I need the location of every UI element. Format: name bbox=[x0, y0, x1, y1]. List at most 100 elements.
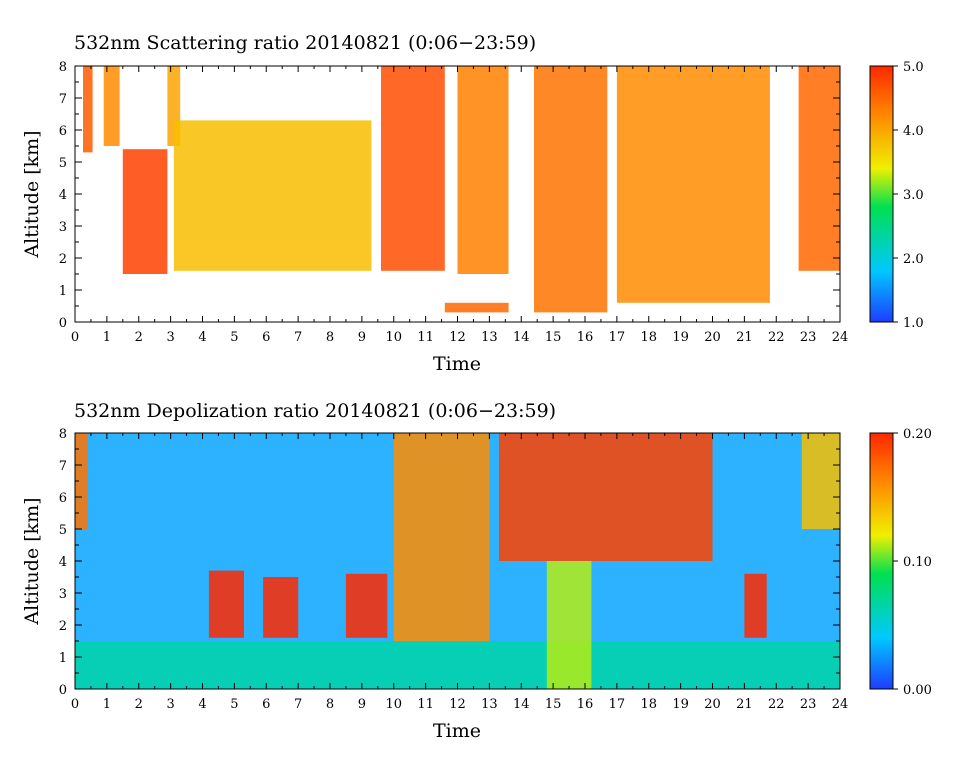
depolarization-ratio-panel: 532nm Depolization ratio 20140821 (0:06−… bbox=[21, 400, 932, 742]
heatmap-cell bbox=[534, 66, 608, 313]
x-tick-label: 17 bbox=[609, 330, 626, 345]
x-tick-label: 19 bbox=[672, 697, 689, 712]
colorbar-ticks: 0.00 0.10 0.20 bbox=[893, 427, 932, 698]
y-tick-label: 5 bbox=[59, 523, 67, 538]
heatmap-cell bbox=[744, 573, 767, 638]
scattering-ratio-panel: 532nm Scattering ratio 20140821 (0:06−23… bbox=[21, 32, 924, 375]
y-tick-label: 5 bbox=[59, 156, 67, 171]
heatmap-cell bbox=[381, 66, 445, 271]
x-tick-label: 18 bbox=[640, 330, 657, 345]
heatmap-cell bbox=[498, 433, 713, 561]
x-tick-label: 4 bbox=[198, 330, 206, 345]
plot-area bbox=[74, 432, 841, 690]
heatmap-cell bbox=[103, 66, 120, 146]
heatmap-cell bbox=[122, 149, 168, 274]
x-tick-label: 10 bbox=[385, 330, 402, 345]
y-tick-label: 8 bbox=[59, 427, 67, 442]
plot-area bbox=[74, 65, 841, 323]
y-tick-label: 4 bbox=[59, 555, 67, 570]
x-axis-ticks: 0 1 2 3 4 5 6 7 8 9 10 11 12 13 14 15 16 17 18 19 20 21 22 23 24 bbox=[71, 433, 848, 712]
x-tick-label: 7 bbox=[294, 697, 302, 712]
heatmap-cell bbox=[457, 66, 509, 274]
x-tick-label: 22 bbox=[768, 330, 785, 345]
colorbar-scale bbox=[869, 432, 894, 690]
heatmap-cell bbox=[345, 573, 388, 638]
x-tick-label: 15 bbox=[545, 697, 562, 712]
y-tick-label: 3 bbox=[59, 220, 67, 235]
x-tick-label: 16 bbox=[577, 697, 594, 712]
y-tick-label: 1 bbox=[59, 651, 67, 666]
x-tick-label: 17 bbox=[609, 697, 626, 712]
heatmap-field bbox=[75, 433, 841, 689]
y-tick-label: 7 bbox=[59, 459, 67, 474]
plot-title: 532nm Depolization ratio 20140821 (0:06−… bbox=[74, 400, 556, 422]
x-tick-label: 3 bbox=[166, 697, 174, 712]
colorbar-tick-label: 0.00 bbox=[903, 683, 932, 698]
x-tick-label: 12 bbox=[449, 697, 466, 712]
x-axis-label: Time bbox=[433, 720, 481, 742]
x-tick-label: 4 bbox=[198, 697, 206, 712]
x-tick-label: 1 bbox=[103, 330, 111, 345]
x-tick-label: 5 bbox=[230, 697, 238, 712]
heatmap-cell bbox=[83, 66, 93, 153]
heatmap-cell bbox=[173, 120, 372, 271]
y-axis-label: Altitude [km] bbox=[21, 130, 43, 258]
x-tick-label: 9 bbox=[358, 697, 366, 712]
x-tick-label: 6 bbox=[262, 697, 270, 712]
y-axis-label: Altitude [km] bbox=[21, 497, 43, 625]
x-tick-label: 22 bbox=[768, 697, 785, 712]
y-tick-label: 0 bbox=[59, 316, 67, 331]
x-tick-label: 2 bbox=[135, 330, 143, 345]
y-tick-label: 7 bbox=[59, 92, 67, 107]
heatmap-cell bbox=[616, 66, 770, 303]
x-tick-label: 9 bbox=[358, 330, 366, 345]
y-tick-label: 6 bbox=[59, 124, 67, 139]
x-tick-label: 21 bbox=[736, 330, 753, 345]
x-axis-label: Time bbox=[433, 353, 481, 375]
x-tick-label: 13 bbox=[481, 697, 498, 712]
x-tick-label: 2 bbox=[135, 697, 143, 712]
y-tick-label: 6 bbox=[59, 491, 67, 506]
colorbar-tick-label: 5.0 bbox=[903, 60, 924, 75]
heatmap-cell bbox=[75, 641, 840, 689]
x-tick-label: 20 bbox=[704, 330, 721, 345]
x-tick-label: 7 bbox=[294, 330, 302, 345]
heatmap-cell bbox=[546, 561, 592, 689]
heatmap-cell bbox=[444, 302, 509, 313]
y-axis-ticks: 0 1 2 3 4 5 6 7 8 bbox=[59, 427, 840, 698]
colorbar: 1.0 2.0 3.0 4.0 5.0 bbox=[869, 60, 924, 331]
heatmap-cell bbox=[263, 577, 299, 638]
x-tick-label: 15 bbox=[545, 330, 562, 345]
x-tick-label: 8 bbox=[326, 697, 334, 712]
y-tick-label: 3 bbox=[59, 587, 67, 602]
y-tick-label: 8 bbox=[59, 60, 67, 75]
plot-title: 532nm Scattering ratio 20140821 (0:06−23… bbox=[74, 32, 536, 54]
heatmap-cell bbox=[75, 433, 88, 529]
y-tick-label: 0 bbox=[59, 683, 67, 698]
x-tick-label: 11 bbox=[417, 697, 434, 712]
colorbar-tick-label: 1.0 bbox=[903, 316, 924, 331]
x-tick-label: 14 bbox=[513, 330, 530, 345]
x-tick-label: 16 bbox=[577, 330, 594, 345]
x-tick-label: 10 bbox=[385, 697, 402, 712]
y-tick-label: 2 bbox=[59, 252, 67, 267]
x-tick-label: 0 bbox=[71, 697, 79, 712]
x-tick-label: 24 bbox=[832, 330, 849, 345]
x-tick-label: 12 bbox=[449, 330, 466, 345]
x-tick-label: 23 bbox=[800, 330, 817, 345]
x-tick-label: 20 bbox=[704, 697, 721, 712]
x-tick-label: 14 bbox=[513, 697, 530, 712]
x-tick-label: 0 bbox=[71, 330, 79, 345]
x-tick-label: 21 bbox=[736, 697, 753, 712]
x-tick-label: 3 bbox=[166, 330, 174, 345]
colorbar-tick-label: 0.20 bbox=[903, 427, 932, 442]
heatmap-field bbox=[83, 66, 840, 313]
x-tick-label: 19 bbox=[672, 330, 689, 345]
colorbar-ticks: 1.0 2.0 3.0 4.0 5.0 bbox=[893, 60, 924, 331]
y-tick-label: 2 bbox=[59, 619, 67, 634]
colorbar-tick-label: 3.0 bbox=[903, 188, 924, 203]
y-tick-label: 1 bbox=[59, 284, 67, 299]
x-tick-label: 1 bbox=[103, 697, 111, 712]
